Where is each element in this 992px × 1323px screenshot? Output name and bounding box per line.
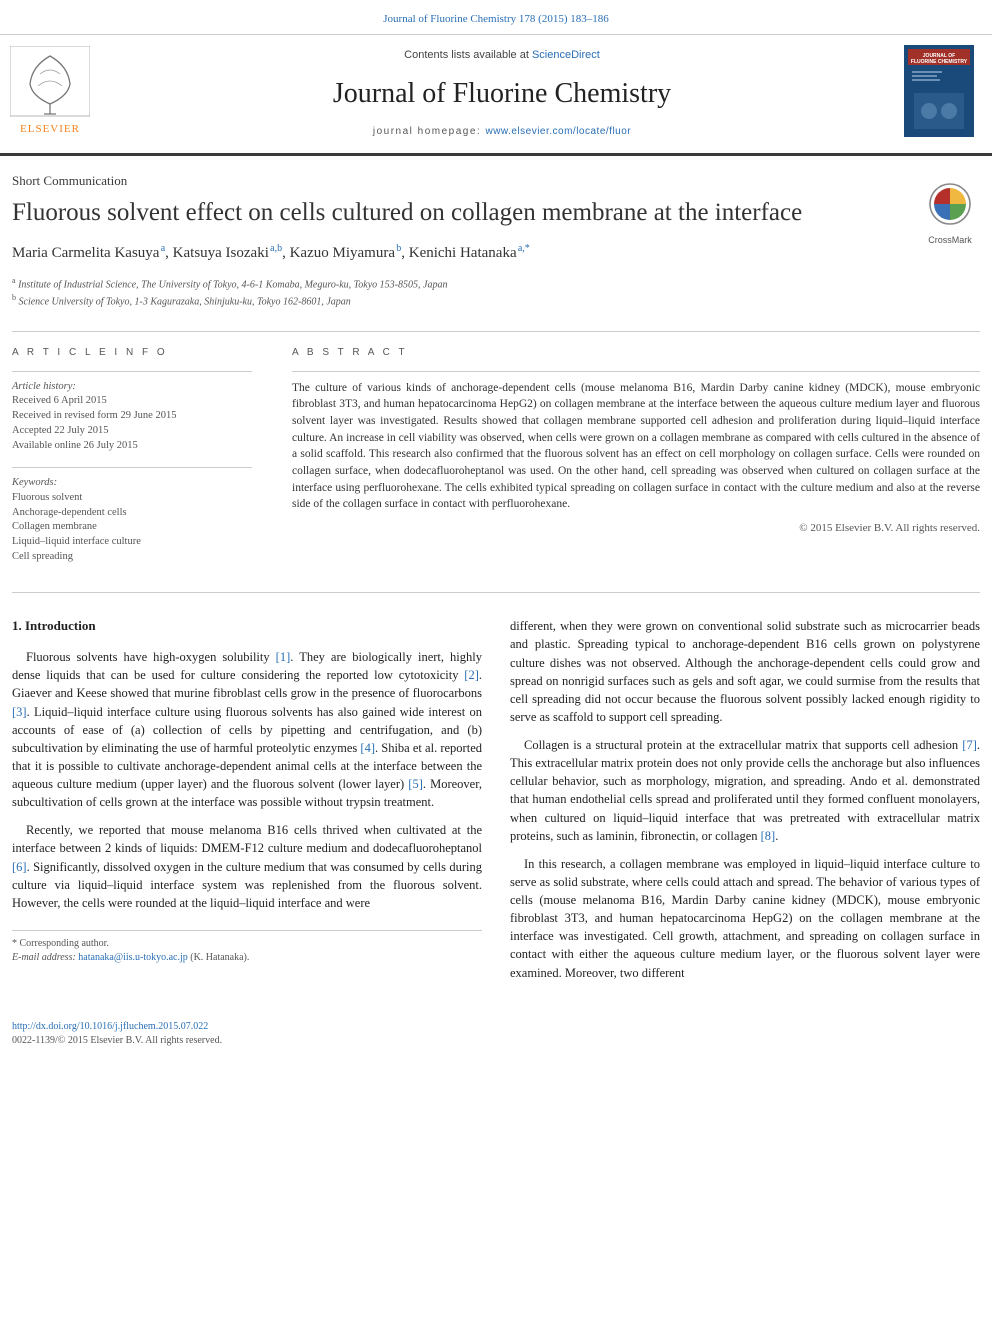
article-type: Short Communication (12, 172, 980, 191)
citation-ref[interactable]: [8] (761, 829, 776, 843)
citation-ref[interactable]: [1] (276, 650, 291, 664)
journal-cover-icon: JOURNAL OF FLUORINE CHEMISTRY (904, 45, 974, 137)
history-line: Received in revised form 29 June 2015 (12, 409, 252, 424)
info-abstract-row: A R T I C L E I N F O Article history: R… (0, 346, 992, 578)
contents-prefix: Contents lists available at (404, 49, 532, 61)
author-affil-sup: a (161, 243, 165, 254)
journal-cover-thumb: JOURNAL OF FLUORINE CHEMISTRY (904, 45, 982, 143)
homepage-label: journal homepage: (373, 126, 486, 137)
author-affil-sup: b (396, 243, 401, 254)
citation-link[interactable]: Journal of Fluorine Chemistry 178 (2015)… (383, 13, 608, 25)
divider (12, 592, 980, 593)
article-header: Short Communication Fluorous solvent eff… (0, 156, 992, 318)
divider (12, 331, 980, 332)
keywords-label: Keywords: (12, 476, 252, 491)
masthead: ELSEVIER Contents lists available at Sci… (0, 34, 992, 156)
author: Kenichi Hatanaka a,* (409, 245, 530, 261)
footnotes: * Corresponding author. E-mail address: … (12, 930, 482, 966)
authors-list: Maria Carmelita Kasuya a, Katsuya Isozak… (12, 242, 980, 265)
issn-line: 0022-1139/© 2015 Elsevier B.V. All right… (12, 1035, 222, 1046)
author-affil-sup: a,* (518, 243, 530, 254)
citation-ref[interactable]: [4] (360, 741, 375, 755)
homepage-line: journal homepage: www.elsevier.com/locat… (100, 125, 904, 140)
svg-text:FLUORINE CHEMISTRY: FLUORINE CHEMISTRY (911, 59, 968, 65)
article-info-header: A R T I C L E I N F O (12, 346, 252, 361)
journal-name: Journal of Fluorine Chemistry (100, 74, 904, 115)
masthead-inner: ELSEVIER Contents lists available at Sci… (0, 45, 992, 153)
body-paragraph: Collagen is a structural protein at the … (510, 736, 980, 845)
citation-ref[interactable]: [3] (12, 705, 27, 719)
elsevier-tree-icon: ELSEVIER (10, 46, 90, 136)
abstract-text: The culture of various kinds of anchorag… (292, 380, 980, 513)
history-line: Received 6 April 2015 (12, 394, 252, 409)
body-paragraph: In this research, a collagen membrane wa… (510, 855, 980, 982)
divider (292, 371, 980, 372)
body-column-left: 1. Introduction Fluorous solvents have h… (12, 617, 482, 991)
author: Maria Carmelita Kasuya a (12, 245, 165, 261)
article-info-column: A R T I C L E I N F O Article history: R… (12, 346, 252, 578)
abstract-header: A B S T R A C T (292, 346, 980, 361)
doi-link[interactable]: http://dx.doi.org/10.1016/j.jfluchem.201… (12, 1021, 208, 1032)
homepage-url[interactable]: www.elsevier.com/locate/fluor (485, 126, 631, 137)
body-columns: 1. Introduction Fluorous solvents have h… (0, 607, 992, 1011)
body-paragraph: Fluorous solvents have high-oxygen solub… (12, 648, 482, 811)
author: Katsuya Isozaki a,b (173, 245, 282, 261)
article-title: Fluorous solvent effect on cells culture… (12, 197, 812, 228)
keyword: Anchorage-dependent cells (12, 506, 252, 521)
abstract-copyright: © 2015 Elsevier B.V. All rights reserved… (292, 521, 980, 537)
citation-ref[interactable]: [2] (464, 668, 479, 682)
abstract-column: A B S T R A C T The culture of various k… (292, 346, 980, 578)
citation-ref[interactable]: [5] (408, 777, 423, 791)
affiliation: b Science University of Tokyo, 1-3 Kagur… (12, 292, 980, 309)
email-label: E-mail address: (12, 952, 78, 963)
divider (12, 371, 252, 372)
contents-line: Contents lists available at ScienceDirec… (100, 48, 904, 64)
citation-ref[interactable]: [6] (12, 860, 27, 874)
top-citation: Journal of Fluorine Chemistry 178 (2015)… (0, 0, 992, 34)
history-line: Available online 26 July 2015 (12, 439, 252, 454)
keyword: Cell spreading (12, 550, 252, 565)
divider (12, 467, 252, 468)
keyword: Liquid–liquid interface culture (12, 535, 252, 550)
author-affil-sup: a,b (270, 243, 282, 254)
crossmark-icon (928, 182, 972, 226)
author: Kazuo Miyamura b (290, 245, 402, 261)
crossmark-badge[interactable]: CrossMark (928, 182, 972, 247)
masthead-center: Contents lists available at ScienceDirec… (100, 48, 904, 139)
body-paragraph: different, when they were grown on conve… (510, 617, 980, 726)
doi-block: http://dx.doi.org/10.1016/j.jfluchem.201… (0, 1012, 992, 1063)
corresponding-note: * Corresponding author. (12, 937, 482, 952)
body-paragraph: Recently, we reported that mouse melanom… (12, 821, 482, 912)
elsevier-logo: ELSEVIER (10, 46, 100, 142)
history-line: Accepted 22 July 2015 (12, 424, 252, 439)
crossmark-label: CrossMark (928, 234, 972, 247)
affiliation: a Institute of Industrial Science, The U… (12, 275, 980, 292)
email-suffix: (K. Hatanaka). (188, 952, 250, 963)
keywords-block: Keywords: Fluorous solventAnchorage-depe… (12, 476, 252, 564)
sciencedirect-link[interactable]: ScienceDirect (532, 49, 600, 61)
affiliations-list: a Institute of Industrial Science, The U… (12, 275, 980, 310)
section-heading: 1. Introduction (12, 617, 482, 636)
citation-ref[interactable]: [7] (962, 738, 977, 752)
svg-text:ELSEVIER: ELSEVIER (20, 123, 80, 135)
email-note: E-mail address: hatanaka@iis.u-tokyo.ac.… (12, 951, 482, 966)
article-history-block: Article history: Received 6 April 2015Re… (12, 380, 252, 453)
keyword: Fluorous solvent (12, 491, 252, 506)
history-label: Article history: (12, 380, 252, 395)
email-link[interactable]: hatanaka@iis.u-tokyo.ac.jp (78, 952, 187, 963)
body-column-right: different, when they were grown on conve… (510, 617, 980, 991)
keyword: Collagen membrane (12, 520, 252, 535)
